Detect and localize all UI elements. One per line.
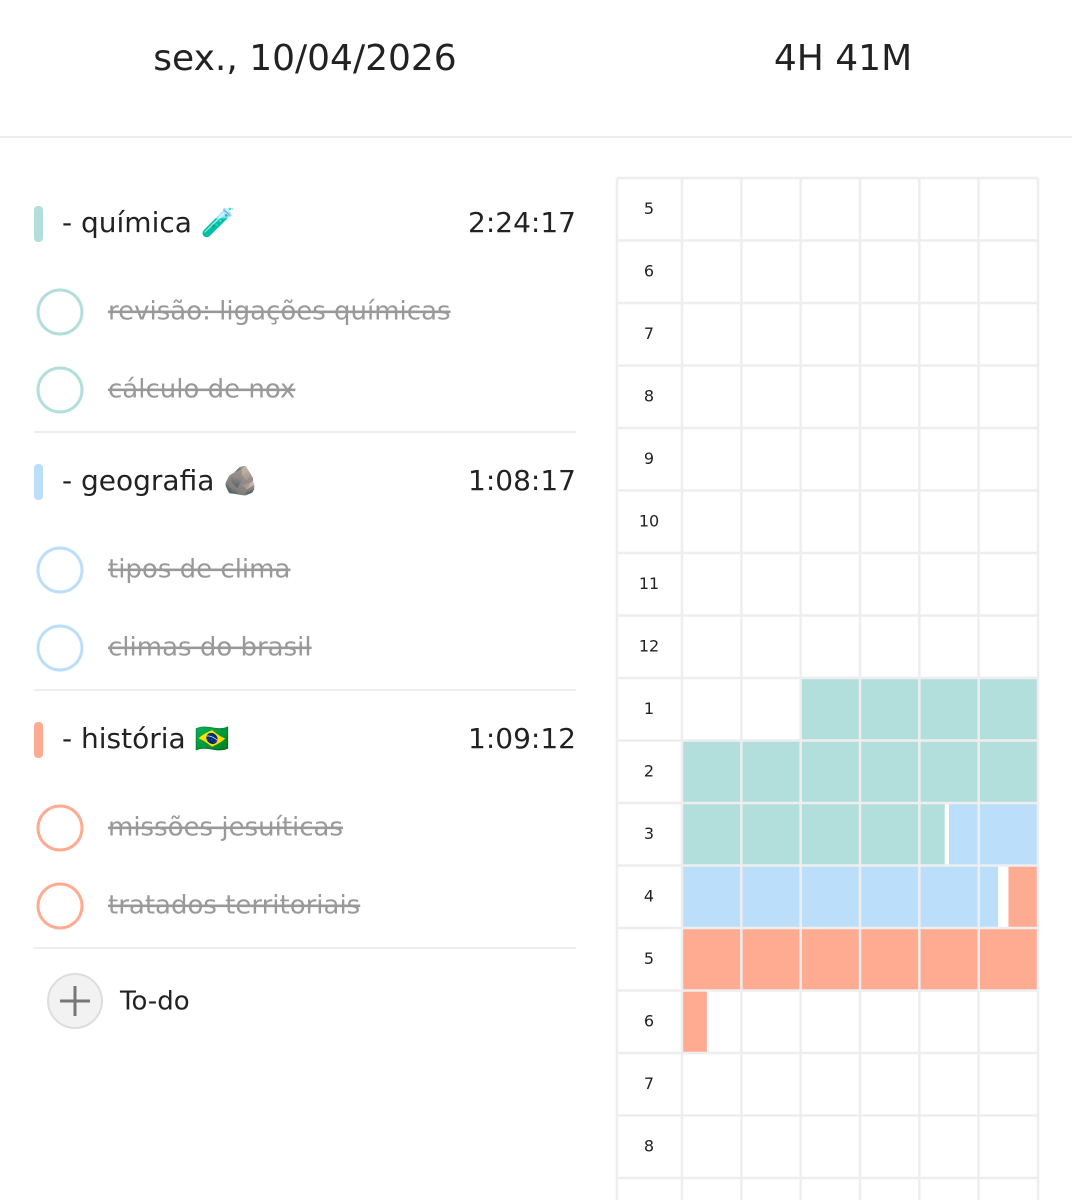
task-text[interactable]: tipos de clima [108, 555, 290, 585]
add-icon [60, 986, 90, 1016]
task-text[interactable]: tratados territoriais [108, 891, 360, 921]
hour-label: 4 [644, 886, 654, 905]
subject-time: 1:09:12 [468, 722, 576, 755]
session-block [1008, 865, 1038, 928]
task-checkbox[interactable] [36, 624, 84, 672]
subject-name[interactable]: - geografia 🪨 [62, 464, 258, 497]
subject-name[interactable]: - história 🇧🇷 [62, 722, 230, 755]
session-block [682, 990, 707, 1053]
total-time: 4H 41M [774, 38, 912, 79]
task-checkbox[interactable] [36, 288, 84, 336]
task-checkbox[interactable] [36, 804, 84, 852]
hour-label: 11 [639, 574, 659, 593]
add-label[interactable]: To-do [119, 987, 190, 1017]
hour-label: 8 [644, 1136, 654, 1155]
task-text[interactable]: missões jesuíticas [108, 813, 343, 843]
session-block [682, 865, 999, 928]
hour-label: 5 [644, 949, 654, 968]
task-text[interactable]: revisão: ligações químicas [108, 297, 451, 327]
hour-label: 2 [644, 761, 654, 780]
subject-name[interactable]: - química 🧪 [62, 206, 236, 239]
date[interactable]: sex., 10/04/2026 [153, 38, 456, 79]
task-checkbox[interactable] [36, 366, 84, 414]
subject-color-bar [34, 206, 43, 242]
subject-time: 2:24:17 [468, 206, 576, 239]
hour-label: 7 [644, 1074, 654, 1093]
subject-color-bar [34, 464, 43, 500]
hour-label: 9 [644, 449, 654, 468]
task-text[interactable]: cálculo de nox [108, 375, 295, 405]
task-checkbox[interactable] [36, 882, 84, 930]
subject-color-bar [34, 722, 43, 758]
session-block [682, 803, 945, 866]
subject-time: 1:08:17 [468, 464, 576, 497]
hour-label: 6 [644, 261, 654, 280]
hour-label: 12 [639, 636, 659, 655]
hour-label: 7 [644, 324, 654, 343]
session-block [949, 803, 1038, 866]
hour-label: 1 [644, 699, 654, 718]
hour-label: 6 [644, 1011, 654, 1030]
hour-label: 8 [644, 386, 654, 405]
hour-label: 3 [644, 824, 654, 843]
task-text[interactable]: climas do brasil [108, 633, 312, 663]
hour-label: 5 [644, 199, 654, 218]
hour-label: 10 [639, 511, 659, 530]
task-checkbox[interactable] [36, 546, 84, 594]
